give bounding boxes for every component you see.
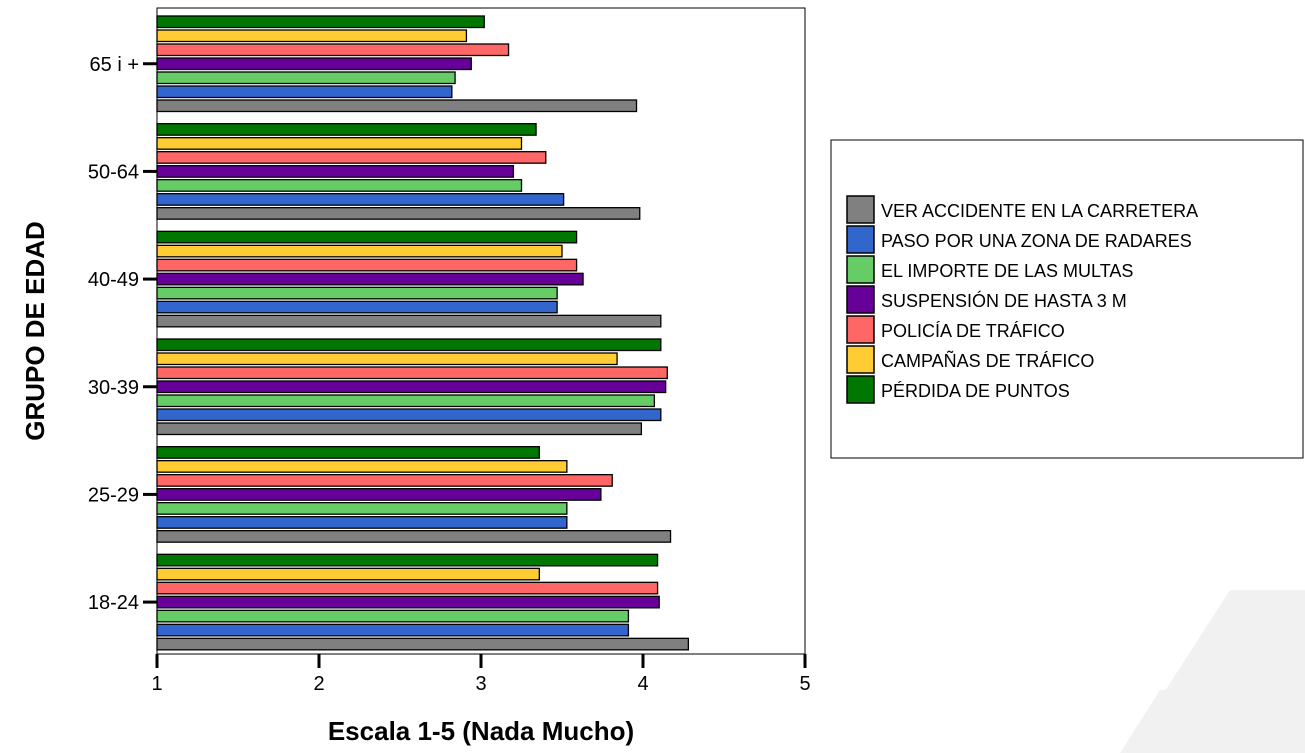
bar-40-49-1: [156, 314, 662, 328]
y-tick-label: 40-49: [88, 269, 139, 291]
bar-65 i +-3: [156, 71, 456, 85]
y-axis-title: GRUPO DE EDAD: [20, 221, 50, 441]
legend-items: VER ACCIDENTE EN LA CARRETERA PASO POR UN…: [846, 195, 1198, 404]
bar-50-64-1: [156, 207, 641, 220]
legend-label: SUSPENSIÓN DE HASTA 3 M: [881, 290, 1127, 311]
legend-swatch: [846, 285, 875, 314]
bar-18-24-3: [156, 609, 630, 623]
bar-30-39-4: [156, 380, 667, 394]
bar-25-29-6: [156, 460, 568, 473]
bar-50-64-7: [156, 123, 537, 136]
bar-30-39-6: [156, 352, 618, 366]
bar-65 i +-6: [156, 29, 468, 43]
bar-30-39-5: [156, 366, 668, 380]
legend-label: VER ACCIDENTE EN LA CARRETERA: [881, 201, 1198, 221]
legend-label: PÉRDIDA DE PUNTOS: [881, 381, 1070, 401]
bar-50-64-3: [156, 179, 523, 192]
x-tick-label: 5: [799, 673, 810, 695]
y-tick-label: 25-29: [88, 484, 139, 506]
bar-50-64-6: [156, 137, 523, 150]
bar-40-49-5: [156, 258, 578, 272]
legend-swatch: [846, 315, 875, 344]
legend-box: [830, 139, 1304, 459]
y-tick-label: 30-39: [88, 377, 139, 399]
bars: [156, 15, 690, 651]
bar-25-29-1: [156, 530, 672, 543]
bar-30-39-7: [156, 338, 662, 352]
legend-swatch: [846, 345, 875, 374]
bar-30-39-3: [156, 394, 655, 408]
bar-50-64-5: [156, 151, 547, 164]
bar-25-29-2: [156, 516, 568, 529]
x-tick-label: 3: [475, 673, 486, 695]
legend-swatch: [846, 225, 875, 254]
x-tick-label: 2: [313, 673, 324, 695]
bar-40-49-6: [156, 244, 563, 258]
bar-18-24-5: [156, 581, 659, 595]
legend-swatch: [846, 255, 875, 284]
bar-40-49-2: [156, 300, 558, 314]
x-axis: 1 2 3 4 5: [151, 654, 811, 695]
bar-18-24-7: [156, 553, 659, 567]
bar-65 i +-2: [156, 85, 453, 99]
x-tick-label: 4: [637, 673, 648, 695]
legend-swatch: [846, 375, 875, 404]
bar-40-49-7: [156, 230, 578, 244]
bar-25-29-3: [156, 502, 568, 515]
legend-label: EL IMPORTE DE LAS MULTAS: [881, 261, 1133, 281]
legend-label: POLICÍA DE TRÁFICO: [881, 321, 1065, 341]
plot-area: [156, 7, 806, 655]
y-tick-label: 50-64: [88, 161, 139, 183]
bar-18-24-6: [156, 567, 540, 581]
bar-40-49-4: [156, 272, 584, 286]
bar-30-39-1: [156, 422, 643, 436]
bar-65 i +-4: [156, 57, 472, 71]
bar-30-39-2: [156, 408, 662, 422]
bar-25-29-4: [156, 488, 602, 501]
bar-65 i +-7: [156, 15, 485, 29]
bar-50-64-4: [156, 165, 515, 178]
x-axis-title: Escala 1-5 (Nada Mucho): [328, 716, 634, 746]
bar-50-64-2: [156, 193, 565, 206]
legend: VER ACCIDENTE EN LA CARRETERA PASO POR UN…: [830, 139, 1304, 459]
bar-65 i +-1: [156, 99, 638, 113]
bar-18-24-4: [156, 595, 660, 609]
bar-65 i +-5: [156, 43, 510, 57]
bar-18-24-1: [156, 637, 690, 651]
y-axis: 18-24 25-29 30-39 40-49 50-64 65 i +: [88, 54, 157, 614]
legend-label: CAMPAÑAS DE TRÁFICO: [881, 350, 1094, 371]
legend-swatch: [846, 195, 875, 224]
legend-label: PASO POR UNA ZONA DE RADARES: [881, 231, 1192, 251]
y-tick-label: 65 i +: [90, 54, 139, 76]
y-tick-label: 18-24: [88, 592, 139, 614]
x-tick-label: 1: [151, 673, 162, 695]
bar-40-49-3: [156, 286, 558, 300]
bar-25-29-5: [156, 474, 613, 487]
bar-25-29-7: [156, 446, 540, 459]
bar-18-24-2: [156, 623, 630, 637]
watermark-stripes: [1120, 590, 1305, 753]
